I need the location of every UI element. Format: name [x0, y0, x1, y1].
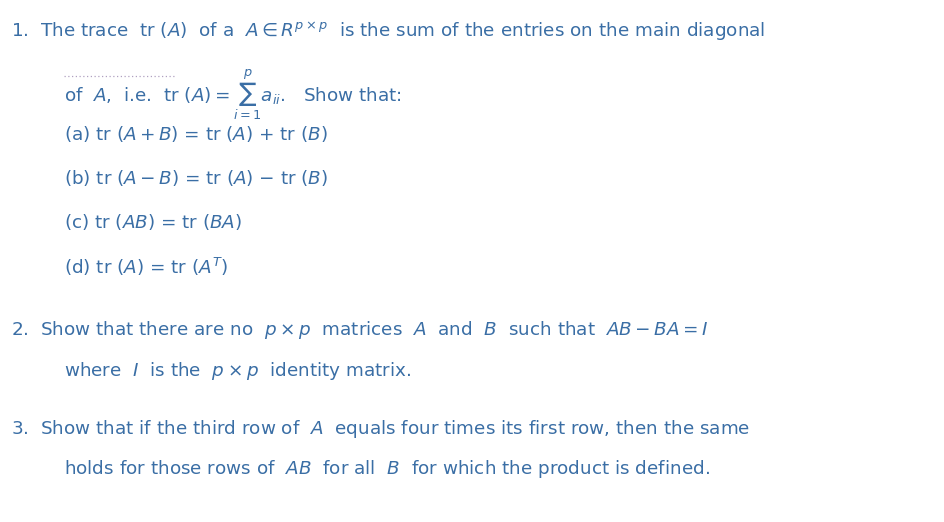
Text: holds for those rows of  $AB$  for all  $B$  for which the product is defined.: holds for those rows of $AB$ for all $B$… — [64, 458, 710, 480]
Text: of  $A$,  i.e.  tr $(A) = \sum_{i=1}^{p} a_{ii}$.   Show that:: of $A$, i.e. tr $(A) = \sum_{i=1}^{p} a_… — [64, 68, 402, 122]
Text: where  $I$  is the  $p\times p$  identity matrix.: where $I$ is the $p\times p$ identity ma… — [64, 360, 411, 382]
Text: (b) tr $(A - B)$ = tr $(A)$ $-$ tr $(B)$: (b) tr $(A - B)$ = tr $(A)$ $-$ tr $(B)$ — [64, 168, 329, 188]
Text: (a) tr $(A + B)$ = tr $(A)$ + tr $(B)$: (a) tr $(A + B)$ = tr $(A)$ + tr $(B)$ — [64, 124, 328, 144]
Text: 3.  Show that if the third row of  $A$  equals four times its first row, then th: 3. Show that if the third row of $A$ equ… — [11, 418, 750, 440]
Text: (c) tr $(AB)$ = tr $(BA)$: (c) tr $(AB)$ = tr $(BA)$ — [64, 212, 242, 232]
Text: (d) tr $(A)$ = tr $(A^T)$: (d) tr $(A)$ = tr $(A^T)$ — [64, 256, 228, 278]
Text: 1.  The trace  tr $(A)$  of a  $A \in R^{p\times p}$  is the sum of the entries : 1. The trace tr $(A)$ of a $A \in R^{p\t… — [11, 20, 765, 42]
Text: 2.  Show that there are no  $p\times p$  matrices  $A$  and  $B$  such that  $AB: 2. Show that there are no $p\times p$ ma… — [11, 319, 708, 341]
